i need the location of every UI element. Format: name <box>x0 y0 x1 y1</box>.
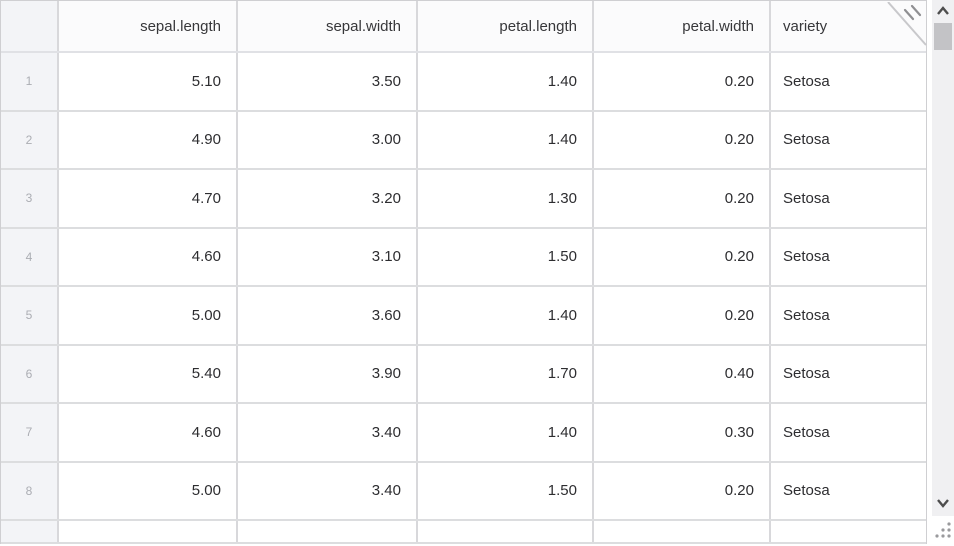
table-row: 8 5.00 3.40 1.50 0.20 Setosa <box>1 462 926 521</box>
data-cell[interactable]: 1.50 <box>418 228 594 285</box>
data-cell[interactable]: 3.20 <box>238 170 418 227</box>
vertical-scrollbar[interactable] <box>932 0 954 516</box>
partial-cell[interactable] <box>1 521 59 542</box>
data-cell[interactable]: 1.70 <box>418 345 594 402</box>
data-cell[interactable]: 1.30 <box>418 170 594 227</box>
column-header-petal-length[interactable]: petal.length <box>418 1 594 51</box>
table-row: 4 4.60 3.10 1.50 0.20 Setosa <box>1 228 926 287</box>
data-cell[interactable]: 4.60 <box>59 228 238 285</box>
table-row: 2 4.90 3.00 1.40 0.20 Setosa <box>1 111 926 170</box>
data-cell[interactable]: 4.70 <box>59 170 238 227</box>
table-row: 7 4.60 3.40 1.40 0.30 Setosa <box>1 404 926 463</box>
chevron-down-icon <box>937 499 949 508</box>
data-cell[interactable]: Setosa <box>771 53 926 110</box>
data-cell[interactable]: Setosa <box>771 404 926 461</box>
row-number[interactable]: 7 <box>1 404 59 461</box>
scrollbar-thumb[interactable] <box>934 23 952 50</box>
data-cell[interactable]: 0.20 <box>594 170 771 227</box>
row-number[interactable]: 6 <box>1 345 59 402</box>
scroll-up-button[interactable] <box>932 2 954 20</box>
table-row: 3 4.70 3.20 1.30 0.20 Setosa <box>1 170 926 229</box>
data-cell[interactable]: 0.20 <box>594 111 771 168</box>
data-cell[interactable]: 0.30 <box>594 404 771 461</box>
data-cell[interactable]: Setosa <box>771 111 926 168</box>
partial-cell[interactable] <box>771 521 926 542</box>
data-cell[interactable]: 3.00 <box>238 111 418 168</box>
data-cell[interactable]: 1.40 <box>418 53 594 110</box>
data-cell[interactable]: 3.90 <box>238 345 418 402</box>
data-cell[interactable]: 0.20 <box>594 287 771 344</box>
data-cell[interactable]: 3.60 <box>238 287 418 344</box>
data-cell[interactable]: 5.40 <box>59 345 238 402</box>
data-cell[interactable]: 4.90 <box>59 111 238 168</box>
data-cell[interactable]: 1.40 <box>418 111 594 168</box>
data-cell[interactable]: 5.10 <box>59 53 238 110</box>
data-cell[interactable]: Setosa <box>771 345 926 402</box>
partial-cell[interactable] <box>59 521 238 542</box>
chevron-up-icon <box>937 6 949 15</box>
row-number[interactable]: 8 <box>1 462 59 519</box>
corner-header-cell[interactable] <box>1 1 59 51</box>
data-cell[interactable]: Setosa <box>771 228 926 285</box>
partial-row <box>1 521 926 544</box>
grid-body: 1 5.10 3.50 1.40 0.20 Setosa 2 4.90 3.00 1.40 0.20… <box>1 53 926 521</box>
data-cell[interactable]: 0.20 <box>594 462 771 519</box>
row-number[interactable]: 5 <box>1 287 59 344</box>
partial-cell[interactable] <box>594 521 771 542</box>
corner-fold-icon[interactable] <box>885 2 928 50</box>
data-cell[interactable]: 3.50 <box>238 53 418 110</box>
data-cell[interactable]: 3.40 <box>238 462 418 519</box>
data-cell[interactable]: 3.10 <box>238 228 418 285</box>
data-grid: sepal.length sepal.width petal.length petal… <box>0 0 927 544</box>
data-cell[interactable]: 1.50 <box>418 462 594 519</box>
data-cell[interactable]: 0.20 <box>594 228 771 285</box>
data-cell[interactable]: 3.40 <box>238 404 418 461</box>
partial-cell[interactable] <box>238 521 418 542</box>
data-cell[interactable]: 4.60 <box>59 404 238 461</box>
data-cell[interactable]: 1.40 <box>418 287 594 344</box>
scroll-down-button[interactable] <box>932 494 954 512</box>
table-row: 5 5.00 3.60 1.40 0.20 Setosa <box>1 287 926 346</box>
partial-cell[interactable] <box>418 521 594 542</box>
data-cell[interactable]: 0.40 <box>594 345 771 402</box>
column-header-variety[interactable]: variety <box>771 1 926 51</box>
data-cell[interactable]: 5.00 <box>59 287 238 344</box>
data-cell[interactable]: Setosa <box>771 170 926 227</box>
data-cell[interactable]: Setosa <box>771 462 926 519</box>
resize-grip-icon[interactable] <box>934 521 953 540</box>
column-header-sepal-length[interactable]: sepal.length <box>59 1 238 51</box>
data-cell[interactable]: 5.00 <box>59 462 238 519</box>
column-header-petal-width[interactable]: petal.width <box>594 1 771 51</box>
header-row: sepal.length sepal.width petal.length petal… <box>1 1 926 53</box>
table-row: 1 5.10 3.50 1.40 0.20 Setosa <box>1 53 926 112</box>
data-cell[interactable]: 1.40 <box>418 404 594 461</box>
table-row: 6 5.40 3.90 1.70 0.40 Setosa <box>1 345 926 404</box>
column-header-sepal-width[interactable]: sepal.width <box>238 1 418 51</box>
data-cell[interactable]: Setosa <box>771 287 926 344</box>
row-number[interactable]: 1 <box>1 53 59 110</box>
row-number[interactable]: 3 <box>1 170 59 227</box>
row-number[interactable]: 2 <box>1 111 59 168</box>
row-number[interactable]: 4 <box>1 228 59 285</box>
data-cell[interactable]: 0.20 <box>594 53 771 110</box>
